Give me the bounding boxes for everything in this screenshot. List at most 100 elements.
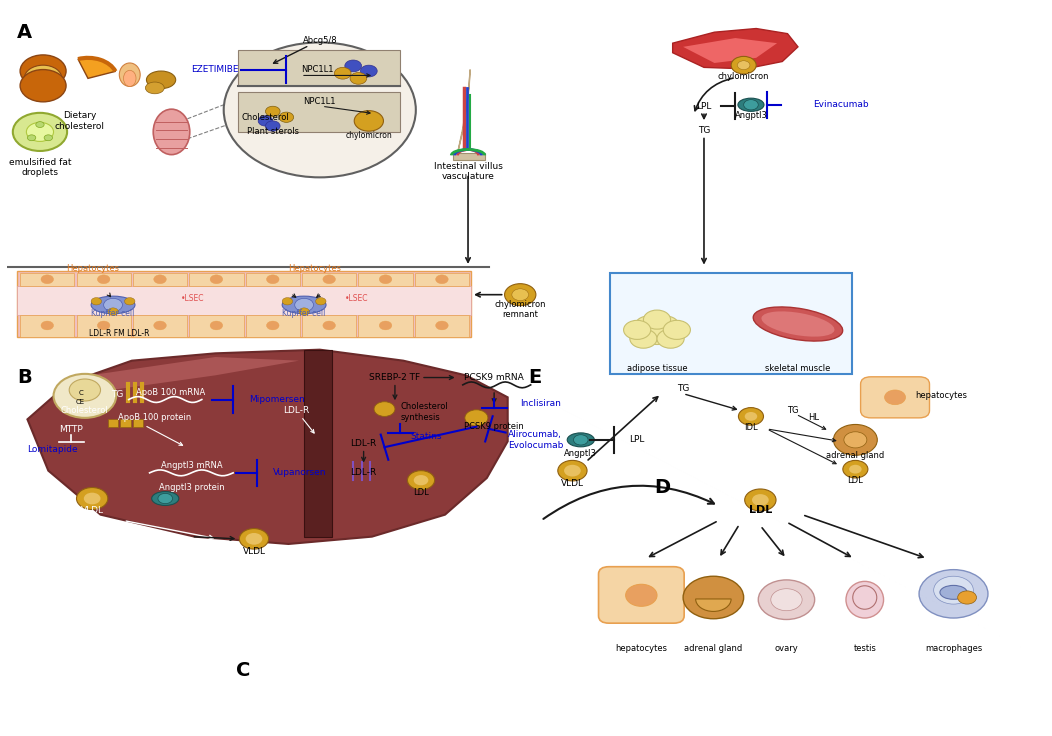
Circle shape [436,321,448,330]
Text: TG: TG [697,126,710,135]
Text: B: B [17,368,32,387]
Circle shape [154,321,166,330]
Bar [245,272,300,286]
Text: Lomitapide: Lomitapide [27,445,78,454]
Text: Alirocumab,
Evolocumab: Alirocumab, Evolocumab [508,430,563,450]
Bar [239,50,400,86]
Text: •LSEC: •LSEC [345,294,368,302]
Circle shape [54,374,116,418]
Text: LDL-R: LDL-R [283,406,309,415]
Circle shape [335,68,351,79]
Circle shape [26,122,54,141]
Text: IDL: IDL [744,423,757,432]
Bar [20,315,75,337]
Ellipse shape [753,307,843,341]
Circle shape [92,297,102,305]
Bar [414,315,469,337]
Ellipse shape [567,433,594,447]
Circle shape [355,110,384,131]
Circle shape [258,116,272,126]
Circle shape [375,402,394,417]
Text: LPL: LPL [696,102,711,110]
Circle shape [41,321,54,330]
FancyBboxPatch shape [599,567,684,623]
Bar [610,272,852,374]
Bar [17,286,471,315]
Text: Evinacumab: Evinacumab [813,100,869,109]
Circle shape [27,135,36,141]
Ellipse shape [151,492,179,506]
Circle shape [626,584,658,606]
Circle shape [436,275,448,283]
Circle shape [158,493,173,503]
Ellipse shape [154,109,189,155]
Bar [107,420,118,427]
Circle shape [41,275,54,283]
Circle shape [69,379,101,401]
Circle shape [758,580,814,620]
Circle shape [624,320,651,339]
Circle shape [731,57,756,74]
Circle shape [465,410,488,426]
Text: E: E [528,368,542,387]
Circle shape [240,528,268,549]
Polygon shape [453,153,485,160]
Text: skeletal muscle: skeletal muscle [765,364,831,372]
Circle shape [849,465,862,473]
Text: Kupffer cell: Kupffer cell [282,309,326,318]
Ellipse shape [146,71,176,88]
Text: SREBP-2 TF: SREBP-2 TF [369,373,421,382]
Text: C: C [78,390,83,396]
Text: Hepatocytes: Hepatocytes [65,263,119,273]
Bar [302,272,357,286]
Bar [189,315,244,337]
Bar [302,315,357,337]
Text: chylomicron: chylomicron [717,71,769,81]
Circle shape [573,435,588,445]
Bar [17,271,471,337]
Text: LDL-R: LDL-R [350,468,377,478]
Text: LDL-R FM LDL-R: LDL-R FM LDL-R [89,329,149,338]
Text: Angptl3 mRNA: Angptl3 mRNA [161,461,222,470]
Text: Hepatocytes: Hepatocytes [288,263,341,273]
Circle shape [843,461,868,478]
Text: D: D [654,478,670,497]
Wedge shape [683,576,744,619]
Text: Angptl3: Angptl3 [564,448,598,458]
Circle shape [20,55,66,87]
Circle shape [266,275,279,283]
Bar [133,272,187,286]
Text: Statins: Statins [410,433,442,442]
Wedge shape [833,425,877,456]
Circle shape [98,321,109,330]
Circle shape [652,316,679,335]
Text: LDL-R: LDL-R [350,439,377,448]
Circle shape [771,589,802,611]
Text: Cholesterol: Cholesterol [61,406,108,415]
Circle shape [84,492,101,504]
Text: LDL: LDL [749,504,772,514]
Circle shape [299,308,309,315]
Circle shape [107,308,118,315]
Text: CE: CE [76,399,85,405]
Text: Dietary
cholesterol: Dietary cholesterol [55,111,104,131]
Text: emulsified fat
droplets: emulsified fat droplets [8,158,72,177]
Circle shape [745,489,776,511]
Text: Plant sterols: Plant sterols [247,127,299,136]
Text: NPC1L1: NPC1L1 [304,96,336,105]
Circle shape [266,321,279,330]
Bar [359,315,412,337]
Text: Angptl3: Angptl3 [734,110,767,119]
Ellipse shape [282,296,326,314]
Polygon shape [27,350,508,544]
Circle shape [265,106,280,116]
Circle shape [644,325,670,344]
Text: TG: TG [110,390,123,399]
Text: ApoB 100 mRNA: ApoB 100 mRNA [136,388,205,397]
Circle shape [737,61,750,70]
Text: chylomicron
remnant: chylomicron remnant [494,300,546,319]
Text: ApoB 100 protein: ApoB 100 protein [118,414,191,422]
Circle shape [564,465,581,476]
Circle shape [361,66,378,77]
Text: PCSK9 protein: PCSK9 protein [464,422,524,431]
